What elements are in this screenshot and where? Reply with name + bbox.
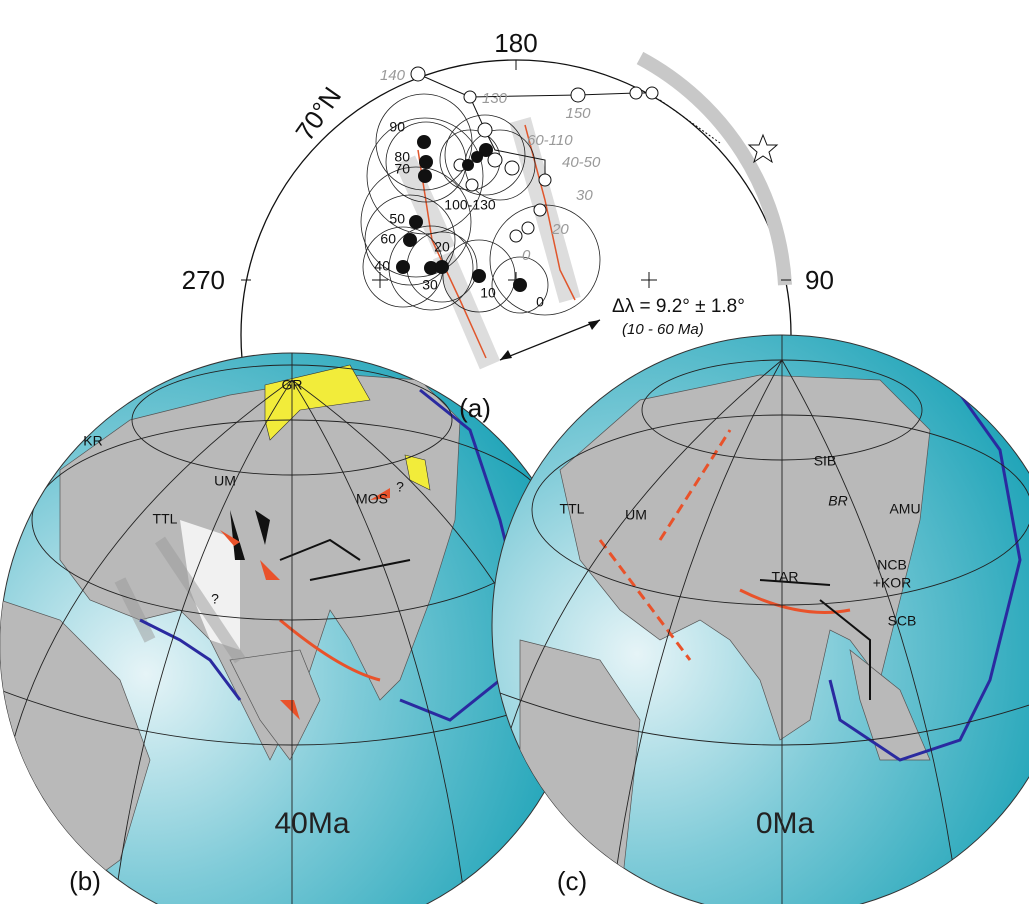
label: +KOR bbox=[873, 575, 912, 591]
label: 100-130 bbox=[444, 197, 496, 213]
label: ? bbox=[211, 591, 219, 607]
label: UM bbox=[214, 473, 236, 489]
label: 10 bbox=[480, 285, 496, 301]
label: GR bbox=[282, 377, 303, 393]
shape bbox=[411, 67, 425, 81]
label: 30 bbox=[576, 187, 593, 204]
label: UM bbox=[625, 507, 647, 523]
panel-label: (a) bbox=[459, 393, 491, 423]
label: 40 bbox=[374, 258, 390, 274]
shape bbox=[462, 159, 474, 171]
shape bbox=[417, 135, 431, 149]
shape bbox=[534, 204, 546, 216]
label: 40Ma bbox=[274, 807, 349, 840]
label: 180 bbox=[494, 28, 537, 58]
label: 270 bbox=[182, 265, 225, 295]
shape bbox=[419, 155, 433, 169]
label: AMU bbox=[889, 501, 920, 517]
shape bbox=[466, 179, 478, 191]
label: (10 - 60 Ma) bbox=[622, 321, 704, 338]
label: 30 bbox=[422, 277, 438, 293]
shape bbox=[522, 222, 534, 234]
shape bbox=[539, 174, 551, 186]
label: (c) bbox=[557, 866, 587, 896]
label: 140 bbox=[380, 67, 406, 84]
label: 130 bbox=[482, 90, 508, 107]
shape bbox=[513, 278, 527, 292]
shape bbox=[646, 87, 658, 99]
shape bbox=[505, 161, 519, 175]
shape bbox=[403, 233, 417, 247]
label: TTL bbox=[560, 501, 585, 517]
label: 90 bbox=[389, 119, 405, 135]
label: SIB bbox=[814, 453, 837, 469]
label: MOS bbox=[356, 491, 388, 507]
label: 0Ma bbox=[756, 807, 815, 840]
shape bbox=[472, 269, 486, 283]
shape bbox=[396, 260, 410, 274]
label: 0 bbox=[536, 294, 544, 310]
label: TAR bbox=[772, 569, 799, 585]
label: SCB bbox=[888, 613, 917, 629]
label: (b) bbox=[69, 866, 101, 896]
shape bbox=[510, 230, 522, 242]
label: 20 bbox=[434, 239, 450, 255]
figure: 180 270 90 70°N 90 80 70 50 60 40 30 20 … bbox=[0, 0, 1029, 904]
label: TTL bbox=[153, 511, 178, 527]
shape bbox=[471, 151, 483, 163]
label: 90 bbox=[805, 265, 834, 295]
shape bbox=[409, 215, 423, 229]
shape bbox=[435, 260, 449, 274]
shape bbox=[630, 87, 642, 99]
label: KR bbox=[83, 433, 102, 449]
shape bbox=[478, 123, 492, 137]
label: 50 bbox=[389, 211, 405, 227]
shape bbox=[571, 88, 585, 102]
label: 20 bbox=[551, 221, 569, 238]
label: 0 bbox=[522, 247, 531, 264]
label: 40-50 bbox=[562, 154, 601, 171]
label: 150 bbox=[565, 105, 591, 122]
shape bbox=[418, 169, 432, 183]
label: NCB bbox=[877, 557, 907, 573]
label: Δλ = 9.2° ± 1.8° bbox=[612, 296, 745, 317]
label: BR bbox=[828, 493, 847, 509]
label: 60 bbox=[380, 231, 396, 247]
label: 60-110 bbox=[527, 132, 573, 149]
label: ? bbox=[396, 479, 404, 495]
shape bbox=[464, 91, 476, 103]
label: 70 bbox=[394, 161, 410, 177]
